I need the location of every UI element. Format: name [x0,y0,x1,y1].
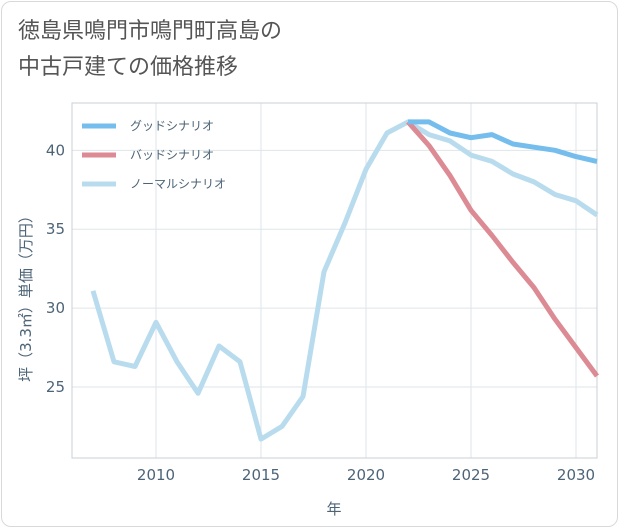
tick-layer: 2010 2015 2020 2025 2030 25 30 35 40 [46,141,595,484]
legend-label-bad-scenario: バッドシナリオ [130,148,214,162]
legend-label-normal-scenario: ノーマルシナリオ [130,177,226,191]
x-tick-label-2010: 2010 [137,466,175,484]
legend-label-good-scenario: グッドシナリオ [130,119,214,133]
y-axis-label: 坪（3.3㎡）単価（万円） [17,208,35,382]
x-axis-label: 年 [326,500,341,518]
x-tick-label-2030: 2030 [557,466,595,484]
x-tick-label-2025: 2025 [452,466,490,484]
good-scenario-line [408,119,598,164]
title-line-1: 徳島県鳴門市鳴門町高島の [18,19,283,44]
normal-scenario-line [90,119,599,442]
y-tick-label-25: 25 [46,378,65,396]
title-line-2: 中古戸建ての価格推移 [18,55,239,80]
x-tick-label-2015: 2015 [242,466,280,484]
plot-border [71,102,598,459]
x-tick-label-2020: 2020 [347,466,385,484]
series-layer [90,119,600,442]
y-tick-label-30: 30 [46,299,65,317]
y-tick-label-35: 35 [46,220,65,238]
bad-scenario-line [406,120,600,378]
y-tick-label-40: 40 [46,141,65,159]
chart-title: 徳島県鳴門市鳴門町高島の 中古戸建ての価格推移 [18,14,282,86]
grid-layer [72,103,597,458]
